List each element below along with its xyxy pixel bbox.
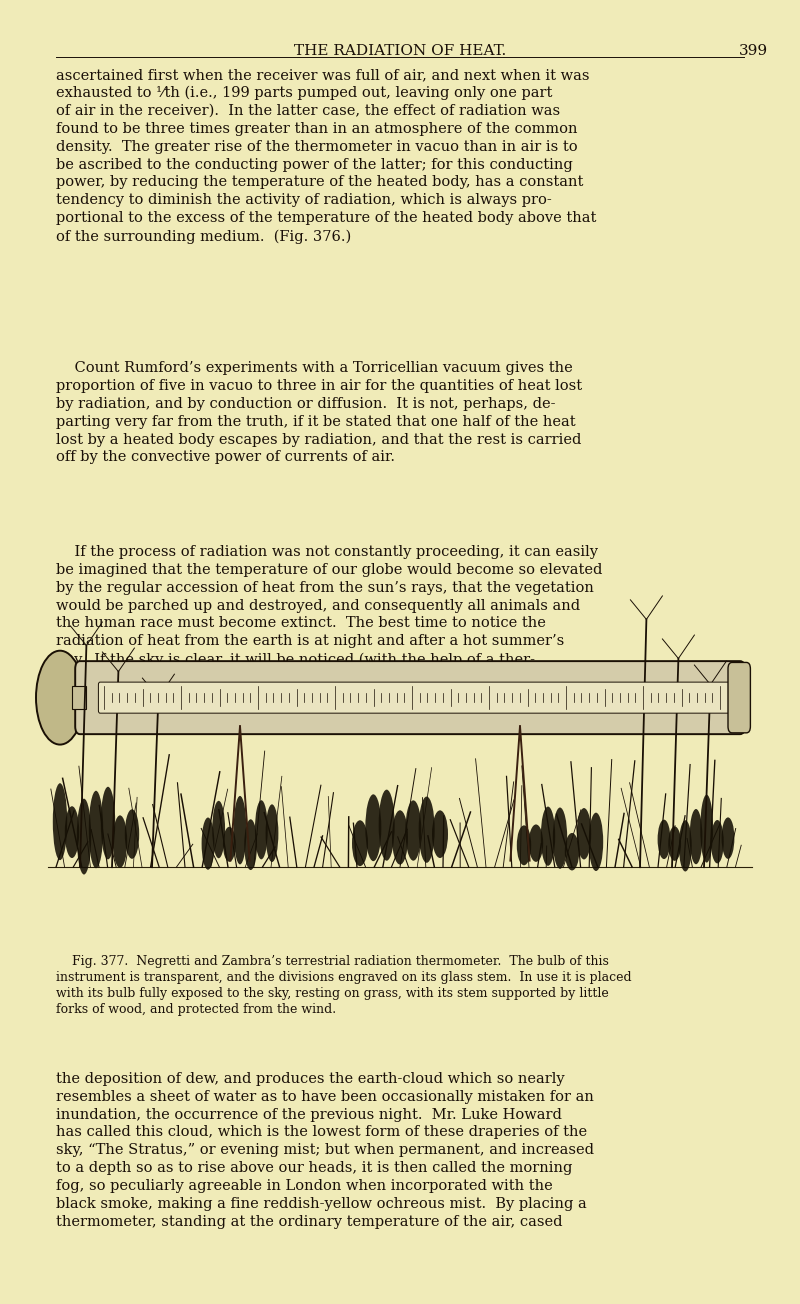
Text: the deposition of dew, and produces the earth-cloud which so nearly
resembles a : the deposition of dew, and produces the … (56, 1072, 594, 1228)
Ellipse shape (711, 820, 724, 863)
Ellipse shape (553, 807, 567, 868)
Ellipse shape (202, 818, 214, 870)
Ellipse shape (255, 801, 268, 859)
Ellipse shape (125, 810, 139, 859)
Ellipse shape (101, 786, 115, 859)
Ellipse shape (223, 827, 236, 862)
Ellipse shape (234, 795, 246, 865)
Ellipse shape (668, 827, 681, 861)
Bar (72, 686, 86, 709)
Ellipse shape (89, 790, 103, 868)
Ellipse shape (366, 794, 382, 861)
Ellipse shape (406, 801, 422, 861)
Ellipse shape (658, 820, 670, 859)
Ellipse shape (589, 812, 603, 871)
Ellipse shape (529, 824, 543, 862)
Text: If the process of radiation was not constantly proceeding, it can easily
be imag: If the process of radiation was not cons… (56, 545, 602, 703)
Ellipse shape (679, 820, 692, 871)
Ellipse shape (418, 797, 434, 863)
Text: Count Rumford’s experiments with a Torricellian vacuum gives the
proportion of f: Count Rumford’s experiments with a Torri… (56, 361, 582, 464)
FancyBboxPatch shape (75, 661, 745, 734)
Ellipse shape (392, 810, 408, 865)
Ellipse shape (690, 808, 702, 865)
Ellipse shape (65, 806, 79, 858)
Ellipse shape (212, 801, 225, 858)
Ellipse shape (378, 790, 394, 861)
Ellipse shape (700, 794, 713, 862)
Text: Fig. 377.  Negretti and Zambra’s terrestrial radiation thermometer.  The bulb of: Fig. 377. Negretti and Zambra’s terrestr… (56, 955, 632, 1016)
Ellipse shape (36, 651, 84, 745)
Text: THE RADIATION OF HEAT.: THE RADIATION OF HEAT. (294, 44, 506, 59)
Ellipse shape (53, 784, 67, 861)
Ellipse shape (432, 810, 448, 858)
Text: 399: 399 (739, 44, 768, 59)
Ellipse shape (722, 818, 734, 859)
Ellipse shape (541, 807, 555, 866)
Text: ascertained first when the receiver was full of air, and next when it was
exhaus: ascertained first when the receiver was … (56, 68, 596, 244)
Ellipse shape (266, 805, 278, 862)
Ellipse shape (77, 798, 91, 875)
Ellipse shape (352, 820, 368, 866)
Ellipse shape (517, 825, 531, 866)
Ellipse shape (113, 815, 127, 867)
Ellipse shape (244, 819, 257, 870)
Ellipse shape (577, 808, 591, 859)
FancyBboxPatch shape (728, 662, 750, 733)
FancyBboxPatch shape (98, 682, 730, 713)
Ellipse shape (565, 833, 579, 871)
